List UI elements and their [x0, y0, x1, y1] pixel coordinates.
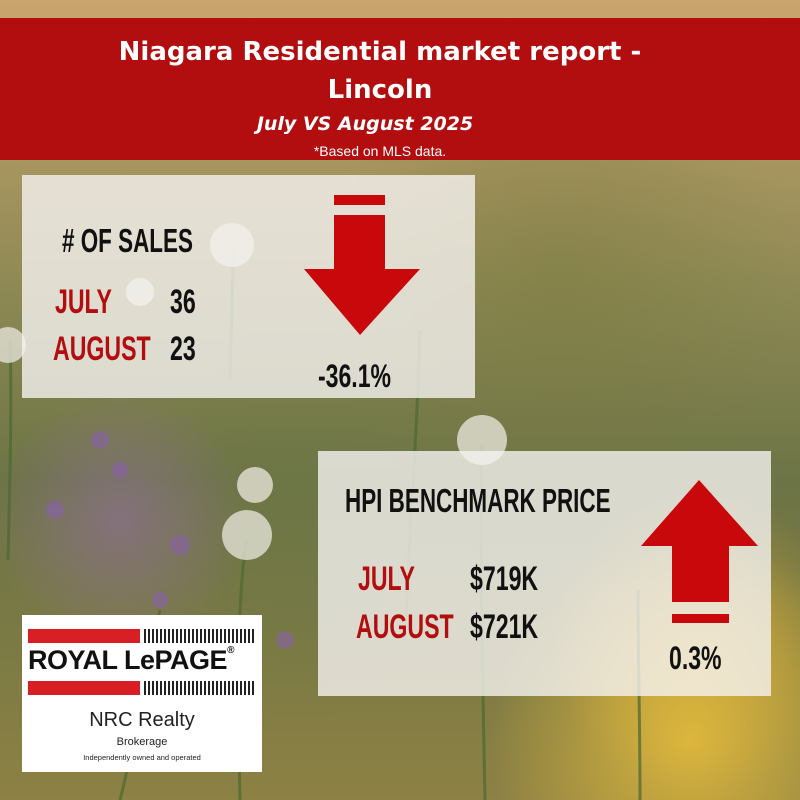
- logo-stripes-bottom: [144, 681, 256, 695]
- logo-brand-name: ROYAL LePAGE®: [28, 645, 234, 675]
- hpi-august-value: $721K: [470, 608, 539, 646]
- sales-change-percent: -36.1%: [318, 358, 392, 394]
- sales-august-label: AUGUST: [53, 330, 151, 368]
- logo-brokerage: Brokerage: [116, 736, 168, 748]
- sales-heading: # OF SALES: [62, 222, 193, 259]
- logo-red-bar-bottom: [28, 681, 140, 695]
- header-banner: [0, 18, 800, 160]
- title-line-2: Lincoln: [327, 75, 433, 105]
- hpi-july-value: $719K: [470, 560, 539, 598]
- logo-stripes-top: [144, 629, 256, 643]
- sales-july-value: 36: [170, 283, 196, 321]
- logo-office-name: NRC Realty: [89, 709, 195, 731]
- hpi-heading: HPI BENCHMARK PRICE: [345, 482, 611, 519]
- data-source-note: *Based on MLS data.: [313, 143, 447, 159]
- logo-red-bar-top: [28, 629, 140, 643]
- up-arrow-icon: [641, 480, 758, 623]
- title-line-1: Niagara Residential market report -: [118, 37, 642, 67]
- hpi-august-label: AUGUST: [356, 608, 454, 646]
- page-title: Niagara Residential market report - Linc…: [0, 33, 760, 109]
- hpi-july-label: JULY: [358, 560, 415, 598]
- logo-tagline: Independently owned and operated: [83, 753, 201, 762]
- down-arrow-icon: [304, 195, 420, 335]
- sales-august-value: 23: [170, 330, 196, 368]
- royal-lepage-logo: ROYAL LePAGE® NRC Realty Brokerage Indep…: [22, 615, 262, 772]
- sales-july-label: JULY: [55, 283, 112, 321]
- hpi-change-percent: 0.3%: [669, 640, 722, 676]
- report-period: July VS August 2025: [256, 113, 474, 135]
